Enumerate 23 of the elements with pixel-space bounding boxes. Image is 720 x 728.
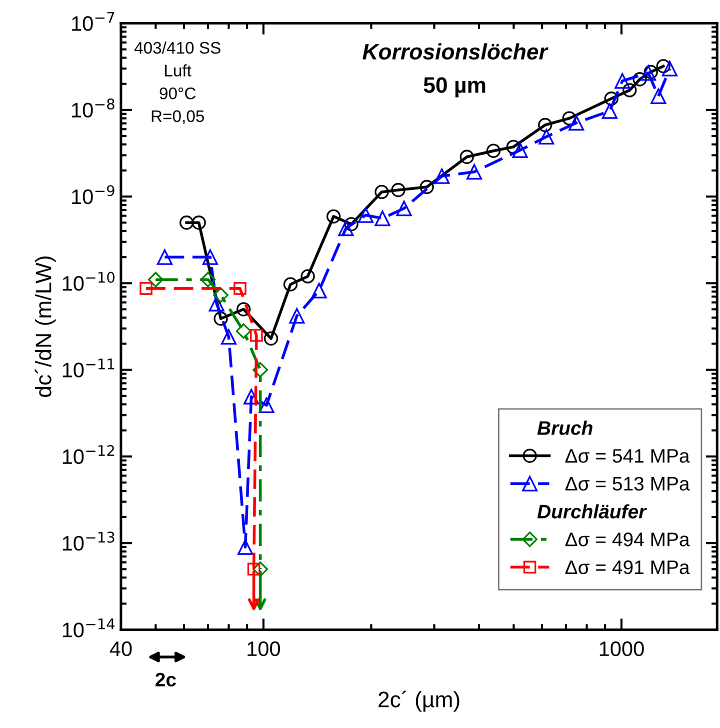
text: Durchläufer [537,504,648,518]
y-tick-label: 10$^{−14}$ [62,618,115,638]
text: 2c [156,672,176,686]
text: Bruch [537,420,592,435]
y-tick-label: 10$^{−12}$ [62,445,114,464]
legend-label: Δσ = 541 MPa [565,449,690,463]
legend-label: Δσ = 491 MPa [565,560,690,574]
legend-label: Δσ = 513 MPa [565,476,690,491]
y-tick-label: 10$^{−11}$ [62,358,114,378]
x-tick-label: 40 [110,641,132,656]
x-tick-label: 1000 [600,641,644,656]
x-axis-title: 2c´ (µm) [378,690,460,712]
y-tick-label: 10$^{−9}$ [72,185,114,204]
y-tick-label: 10$^{−13}$ [62,532,114,551]
text: Korrosionslöcher [362,43,548,60]
annotation: 403/410 SS Luft 90°C R=0,05 [134,41,220,124]
y-tick-label: 10$^{−10}$ [62,272,114,291]
y-axis-title: dc´/dN (m/LW) [34,256,56,397]
x-tick-label: 100 [248,641,280,656]
text: 50 µm [424,77,486,98]
y-tick-label: 10$^{−7}$ [72,12,114,31]
legend-label: Δσ = 494 MPa [565,532,690,546]
y-tick-label: 10$^{−8}$ [72,98,114,118]
